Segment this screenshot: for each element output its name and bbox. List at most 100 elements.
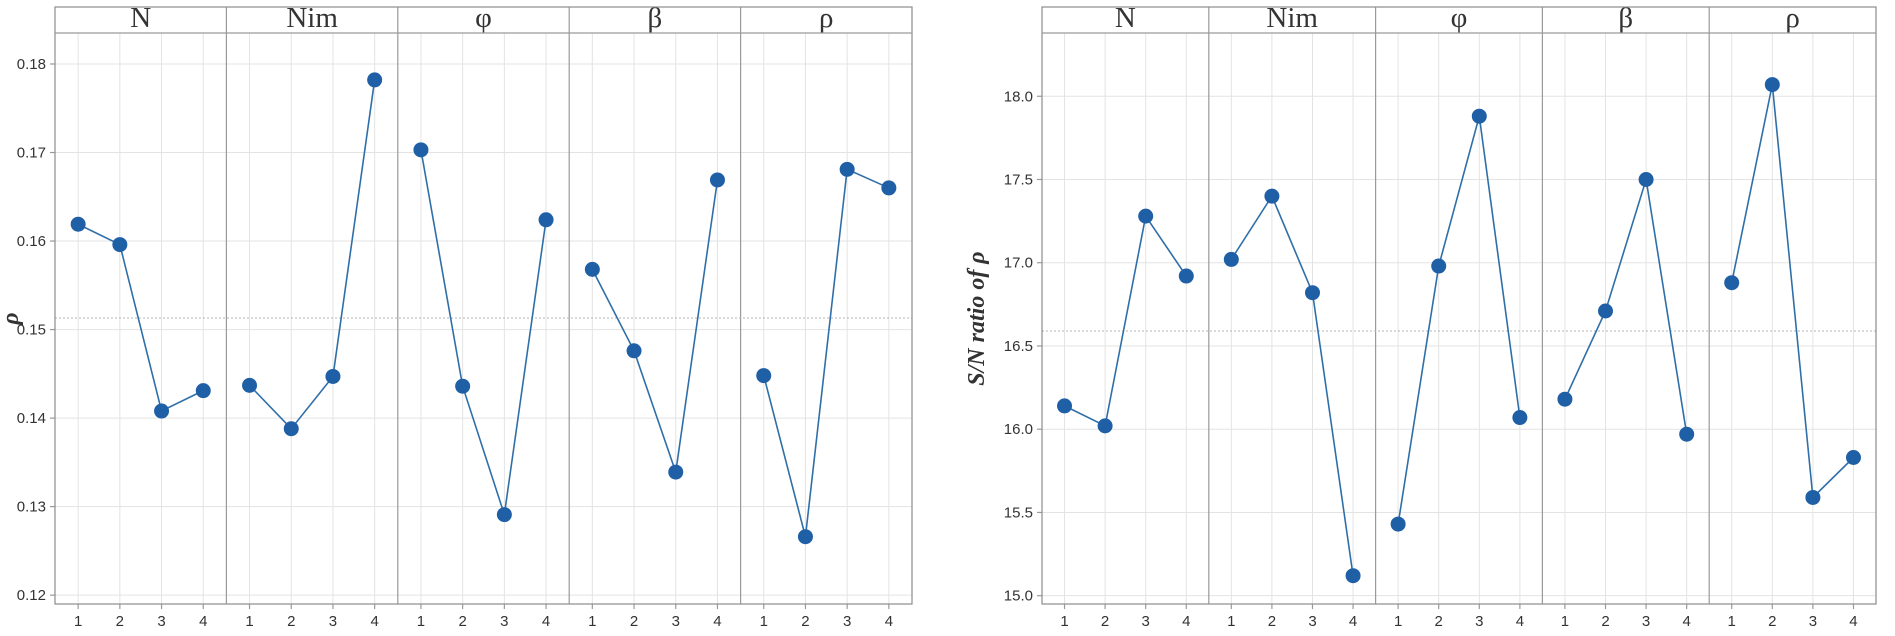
data-point xyxy=(195,383,211,399)
data-point xyxy=(325,368,341,384)
data-point xyxy=(367,72,383,88)
y-tick-label: 0.18 xyxy=(17,56,46,73)
x-tick-label: 1 xyxy=(588,613,596,630)
series-line-panel-2 xyxy=(1230,194,1354,576)
data-point xyxy=(1598,303,1614,319)
data-point xyxy=(668,464,684,480)
data-point xyxy=(283,421,299,437)
data-point xyxy=(1057,398,1073,414)
x-tick-label: 1 xyxy=(1060,613,1068,630)
x-tick-label: 2 xyxy=(1601,613,1609,630)
y-tick-label: 0.15 xyxy=(17,322,46,339)
panel-strip-label: φ xyxy=(475,2,492,34)
panel-strip-label: ρ xyxy=(1785,2,1799,34)
data-point xyxy=(496,507,512,523)
series-line-panel-2 xyxy=(248,79,376,430)
y-tick-label: 0.13 xyxy=(17,499,46,516)
x-tick-label: 1 xyxy=(1227,613,1235,630)
data-point xyxy=(756,368,772,384)
panel-1: 1 2 3 4 N xyxy=(74,2,207,630)
x-tick-label: 4 xyxy=(1516,613,1524,630)
x-tick-label: 3 xyxy=(1809,613,1817,630)
panel-strip-label: N xyxy=(1115,2,1136,34)
panel-strip-label: N xyxy=(130,2,151,34)
plot-frame xyxy=(54,6,913,605)
data-point xyxy=(1097,418,1113,434)
panel-strip-label: φ xyxy=(1451,2,1468,34)
series-line-panel-4 xyxy=(1564,179,1688,435)
x-tick-label: 2 xyxy=(1435,613,1443,630)
data-point xyxy=(1390,516,1406,532)
panel-strip-label: β xyxy=(648,2,663,34)
x-tick-label: 2 xyxy=(287,613,295,630)
x-tick-label: 3 xyxy=(1308,613,1316,630)
x-tick-label: 3 xyxy=(500,613,508,630)
data-point xyxy=(1264,188,1280,204)
y-tick-label: 15.5 xyxy=(1004,504,1033,521)
x-tick-label: 3 xyxy=(1142,613,1150,630)
plot-frame xyxy=(1041,6,1877,605)
chart-2: 15.015.516.016.517.017.518.01 2 3 4N1 2 3 4Nim… xyxy=(964,2,1877,630)
data-point xyxy=(881,180,897,196)
x-tick-label: 2 xyxy=(1268,613,1276,630)
data-point xyxy=(1345,568,1361,584)
panel-5: 1 2 3 4 ρ xyxy=(1708,2,1858,630)
series-line-panel-3 xyxy=(1397,116,1521,525)
x-tick-label: 2 xyxy=(116,613,124,630)
panel-5: 1 2 3 4 ρ xyxy=(739,2,893,630)
y-tick-label: 17.0 xyxy=(1004,255,1033,272)
data-point xyxy=(413,142,429,158)
data-point xyxy=(626,343,642,359)
data-point xyxy=(709,172,725,188)
data-point xyxy=(1304,285,1320,301)
data-point xyxy=(242,377,258,393)
x-tick-label: 3 xyxy=(843,613,851,630)
data-point xyxy=(455,378,471,394)
x-tick-label: 4 xyxy=(1182,613,1190,630)
data-point xyxy=(70,216,86,232)
x-tick-label: 4 xyxy=(542,613,550,630)
data-point xyxy=(1638,171,1654,187)
data-point xyxy=(1805,489,1821,505)
data-point xyxy=(154,403,170,419)
x-tick-label: 3 xyxy=(672,613,680,630)
x-tick-label: 4 xyxy=(1849,613,1857,630)
y-tick-label: 15.0 xyxy=(1004,588,1033,605)
data-point xyxy=(1512,410,1528,426)
x-tick-label: 3 xyxy=(1475,613,1483,630)
y-tick-label: 17.5 xyxy=(1004,171,1033,188)
data-point xyxy=(839,161,855,177)
x-tick-label: 4 xyxy=(370,613,378,630)
x-tick-label: 1 xyxy=(1394,613,1402,630)
x-tick-label: 3 xyxy=(157,613,165,630)
data-point xyxy=(1178,268,1194,284)
series-line-panel-4 xyxy=(591,179,719,473)
x-tick-label: 2 xyxy=(458,613,466,630)
panel-3: 1 2 3 4 φ xyxy=(1374,2,1524,630)
x-tick-label: 2 xyxy=(1101,613,1109,630)
data-point xyxy=(584,261,600,277)
series-line-panel-5 xyxy=(1730,84,1855,500)
x-tick-label: 2 xyxy=(801,613,809,630)
y-tick-label: 0.14 xyxy=(17,410,46,427)
x-tick-label: 4 xyxy=(713,613,721,630)
x-tick-label: 2 xyxy=(1768,613,1776,630)
series-line-panel-1 xyxy=(77,223,204,413)
series-line-panel-3 xyxy=(420,149,547,515)
data-point xyxy=(1679,426,1695,442)
x-tick-label: 1 xyxy=(417,613,425,630)
x-tick-label: 4 xyxy=(885,613,893,630)
x-tick-label: 1 xyxy=(1728,613,1736,630)
series-line-panel-5 xyxy=(762,168,890,537)
data-point xyxy=(1138,208,1154,224)
data-point xyxy=(1223,251,1239,267)
data-point xyxy=(1471,108,1487,124)
x-tick-label: 1 xyxy=(245,613,253,630)
x-tick-label: 1 xyxy=(1561,613,1569,630)
y-tick-label: 0.17 xyxy=(17,145,46,162)
x-tick-label: 1 xyxy=(74,613,82,630)
data-point xyxy=(1557,391,1573,407)
data-point xyxy=(797,529,813,545)
x-tick-label: 4 xyxy=(1349,613,1357,630)
